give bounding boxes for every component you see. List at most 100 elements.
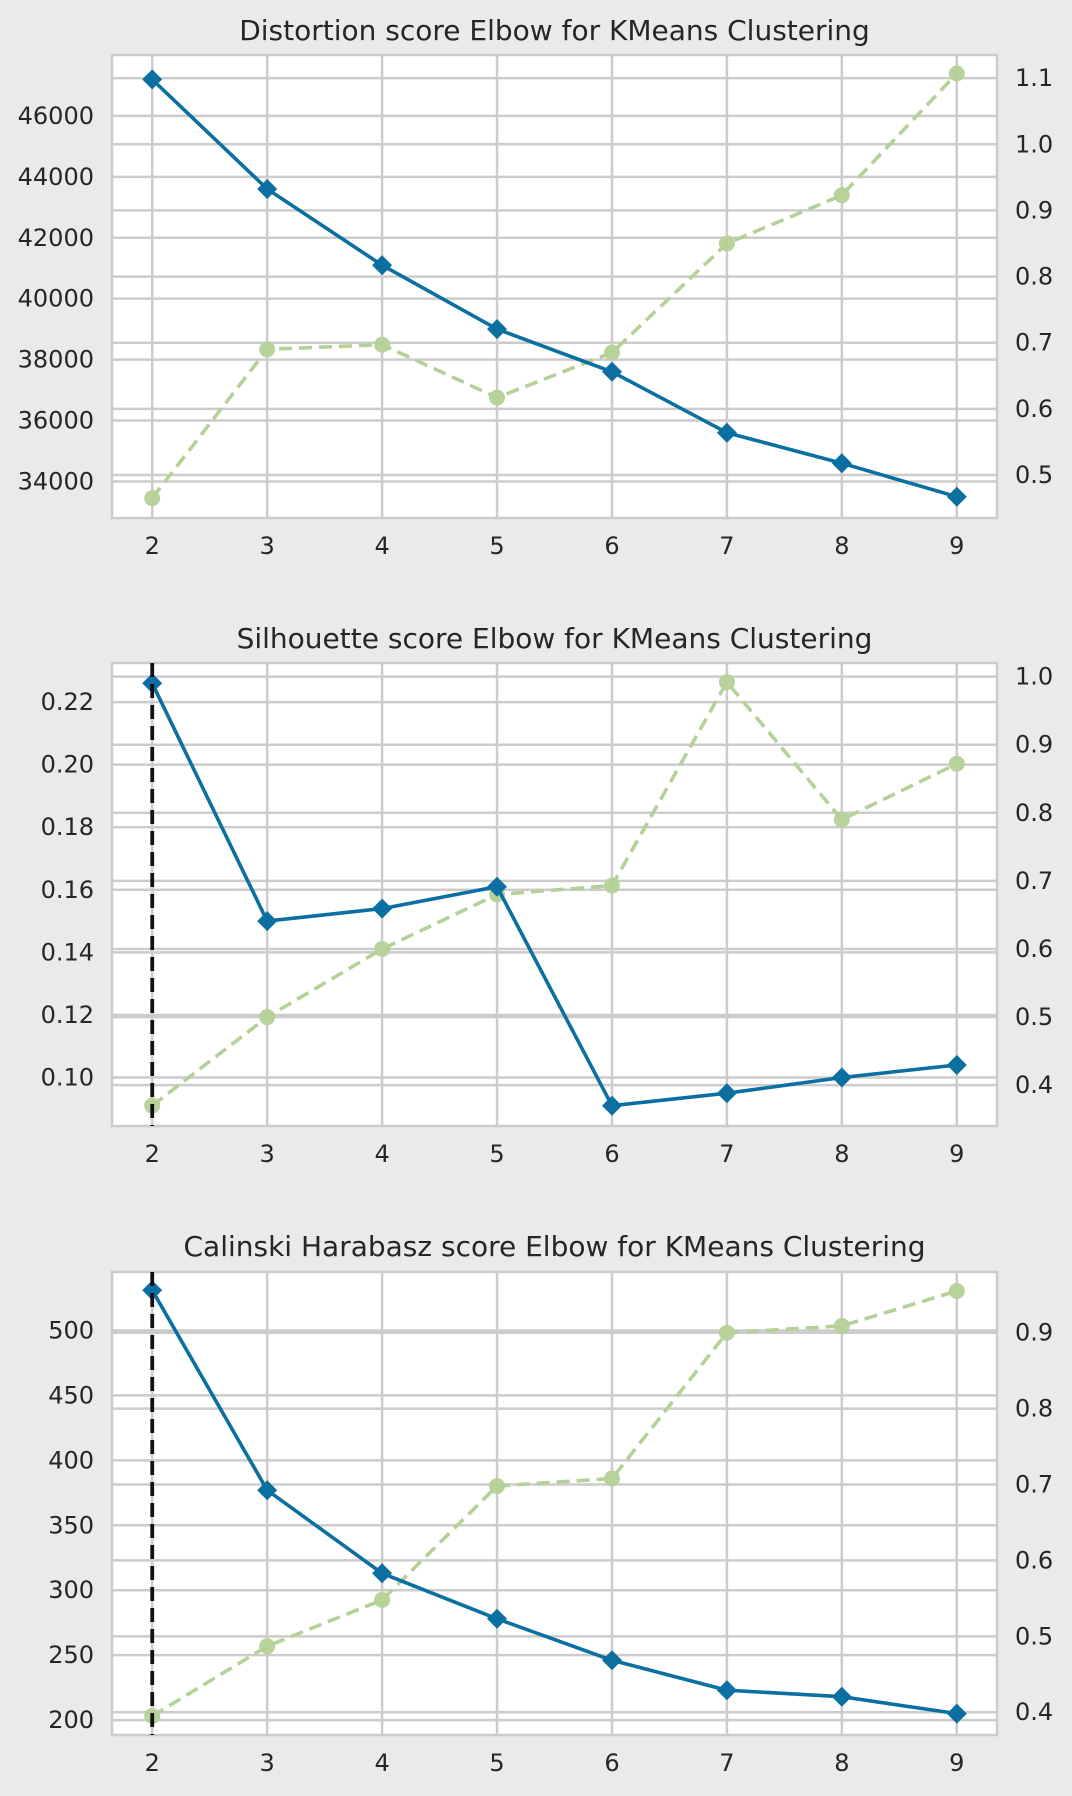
score-point xyxy=(831,453,852,474)
score-point xyxy=(602,361,622,382)
y-tick-label-left: 0.16 xyxy=(41,876,94,904)
score-point xyxy=(716,1083,737,1104)
fit-time-series-line xyxy=(151,680,958,1108)
y-tick-label-right: 0.7 xyxy=(1015,1471,1053,1499)
fit-time-point xyxy=(259,341,276,358)
fit-time-point xyxy=(374,1591,391,1608)
fit-time-point xyxy=(718,235,735,252)
y-tick-label-right: 0.8 xyxy=(1015,263,1053,291)
fit-time-point xyxy=(489,389,506,406)
x-tick-label: 7 xyxy=(719,1140,734,1168)
fit-time-point xyxy=(603,344,620,361)
fit-time-point xyxy=(144,490,161,507)
y-tick-label-left: 500 xyxy=(48,1316,94,1344)
fit-time-series-line xyxy=(150,72,959,500)
score-point xyxy=(946,1055,967,1075)
y-tick-label-right: 0.8 xyxy=(1015,799,1053,827)
x-tick-label: 4 xyxy=(374,532,389,560)
y-tick-label-left: 400 xyxy=(48,1446,94,1474)
fit-time-point xyxy=(718,674,735,691)
y-tick-label-right: 0.4 xyxy=(1015,1698,1053,1726)
fit-time-point xyxy=(718,1324,735,1341)
plot-area xyxy=(110,661,999,1128)
x-tick-label: 8 xyxy=(834,532,849,560)
plot-area xyxy=(110,53,999,520)
x-tick-label: 7 xyxy=(719,1749,734,1777)
x-tick-label: 3 xyxy=(260,1140,275,1168)
y-tick-label-left: 200 xyxy=(48,1706,94,1734)
silhouette-panel: Silhouette score Elbow for KMeans Cluste… xyxy=(41,622,1054,1168)
score-point xyxy=(142,1280,163,1301)
x-tick-label: 5 xyxy=(489,1749,504,1777)
score-point xyxy=(946,1703,967,1724)
y-tick-label-left: 40000 xyxy=(18,285,94,313)
y-tick-label-left: 46000 xyxy=(18,102,94,130)
score-point xyxy=(831,1686,852,1707)
x-tick-label: 2 xyxy=(145,532,160,560)
score-series-line xyxy=(150,682,957,1108)
y-tick-label-left: 0.12 xyxy=(41,1001,94,1029)
fit-time-point xyxy=(259,1009,276,1026)
score-series-line xyxy=(150,1289,958,1716)
y-tick-label-right: 0.4 xyxy=(1015,1071,1053,1099)
y-tick-label-right: 0.9 xyxy=(1015,731,1053,759)
fit-time-point xyxy=(603,877,620,894)
score-point xyxy=(716,422,737,443)
score-point xyxy=(602,1095,622,1116)
fit-time-point xyxy=(948,65,965,82)
fit-time-point xyxy=(948,1282,965,1299)
chart-title: Silhouette score Elbow for KMeans Cluste… xyxy=(237,622,873,655)
y-tick-label-left: 350 xyxy=(48,1511,94,1539)
y-tick-label-left: 450 xyxy=(48,1381,94,1409)
score-point xyxy=(257,911,278,932)
y-tick-label-right: 0.8 xyxy=(1015,1395,1053,1423)
score-point xyxy=(372,898,393,919)
score-point xyxy=(142,673,163,694)
y-tick-label-left: 250 xyxy=(48,1641,94,1669)
score-point xyxy=(257,179,278,199)
y-tick-label-left: 0.20 xyxy=(41,751,94,779)
score-point xyxy=(946,486,967,507)
score-point xyxy=(487,1608,507,1629)
calinski-harabasz-panel: Calinski Harabasz score Elbow for KMeans… xyxy=(48,1230,1053,1777)
fit-time-point xyxy=(259,1638,276,1655)
y-tick-label-right: 0.9 xyxy=(1015,196,1053,224)
plot-area xyxy=(110,1270,999,1737)
fit-time-point xyxy=(833,811,850,828)
y-tick-label-right: 1.0 xyxy=(1015,663,1053,691)
y-tick-label-right: 1.1 xyxy=(1015,64,1053,92)
chart-title: Calinski Harabasz score Elbow for KMeans… xyxy=(183,1230,925,1263)
y-tick-label-left: 42000 xyxy=(18,224,94,252)
x-tick-label: 3 xyxy=(260,1749,275,1777)
fit-time-point xyxy=(374,336,391,353)
score-point xyxy=(831,1067,852,1088)
y-tick-label-right: 0.7 xyxy=(1015,329,1053,357)
y-tick-label-right: 0.5 xyxy=(1015,461,1053,489)
x-tick-label: 6 xyxy=(604,532,619,560)
x-tick-label: 4 xyxy=(374,1140,389,1168)
x-tick-label: 4 xyxy=(374,1749,389,1777)
chart-title: Distortion score Elbow for KMeans Cluste… xyxy=(239,14,870,47)
score-point xyxy=(716,1680,737,1701)
y-tick-label-left: 300 xyxy=(48,1576,94,1604)
x-tick-label: 9 xyxy=(949,1140,964,1168)
fit-time-point xyxy=(603,1470,620,1487)
y-tick-label-left: 0.22 xyxy=(41,688,94,716)
score-point xyxy=(602,1650,622,1671)
y-tick-label-left: 0.10 xyxy=(41,1064,94,1092)
distortion-panel: Distortion score Elbow for KMeans Cluste… xyxy=(18,14,1054,560)
fit-time-point xyxy=(948,755,965,772)
y-tick-label-right: 0.9 xyxy=(1015,1319,1053,1347)
y-tick-label-left: 38000 xyxy=(18,346,94,374)
score-point xyxy=(372,255,393,276)
x-tick-label: 2 xyxy=(145,1749,160,1777)
y-tick-label-right: 0.6 xyxy=(1015,1546,1053,1574)
y-tick-label-right: 0.5 xyxy=(1015,1003,1053,1031)
score-series-line xyxy=(150,78,958,499)
y-tick-label-left: 36000 xyxy=(18,407,94,435)
x-tick-label: 9 xyxy=(949,1749,964,1777)
y-tick-label-right: 0.5 xyxy=(1015,1622,1053,1650)
score-point xyxy=(487,319,507,340)
y-tick-label-left: 34000 xyxy=(18,467,94,495)
